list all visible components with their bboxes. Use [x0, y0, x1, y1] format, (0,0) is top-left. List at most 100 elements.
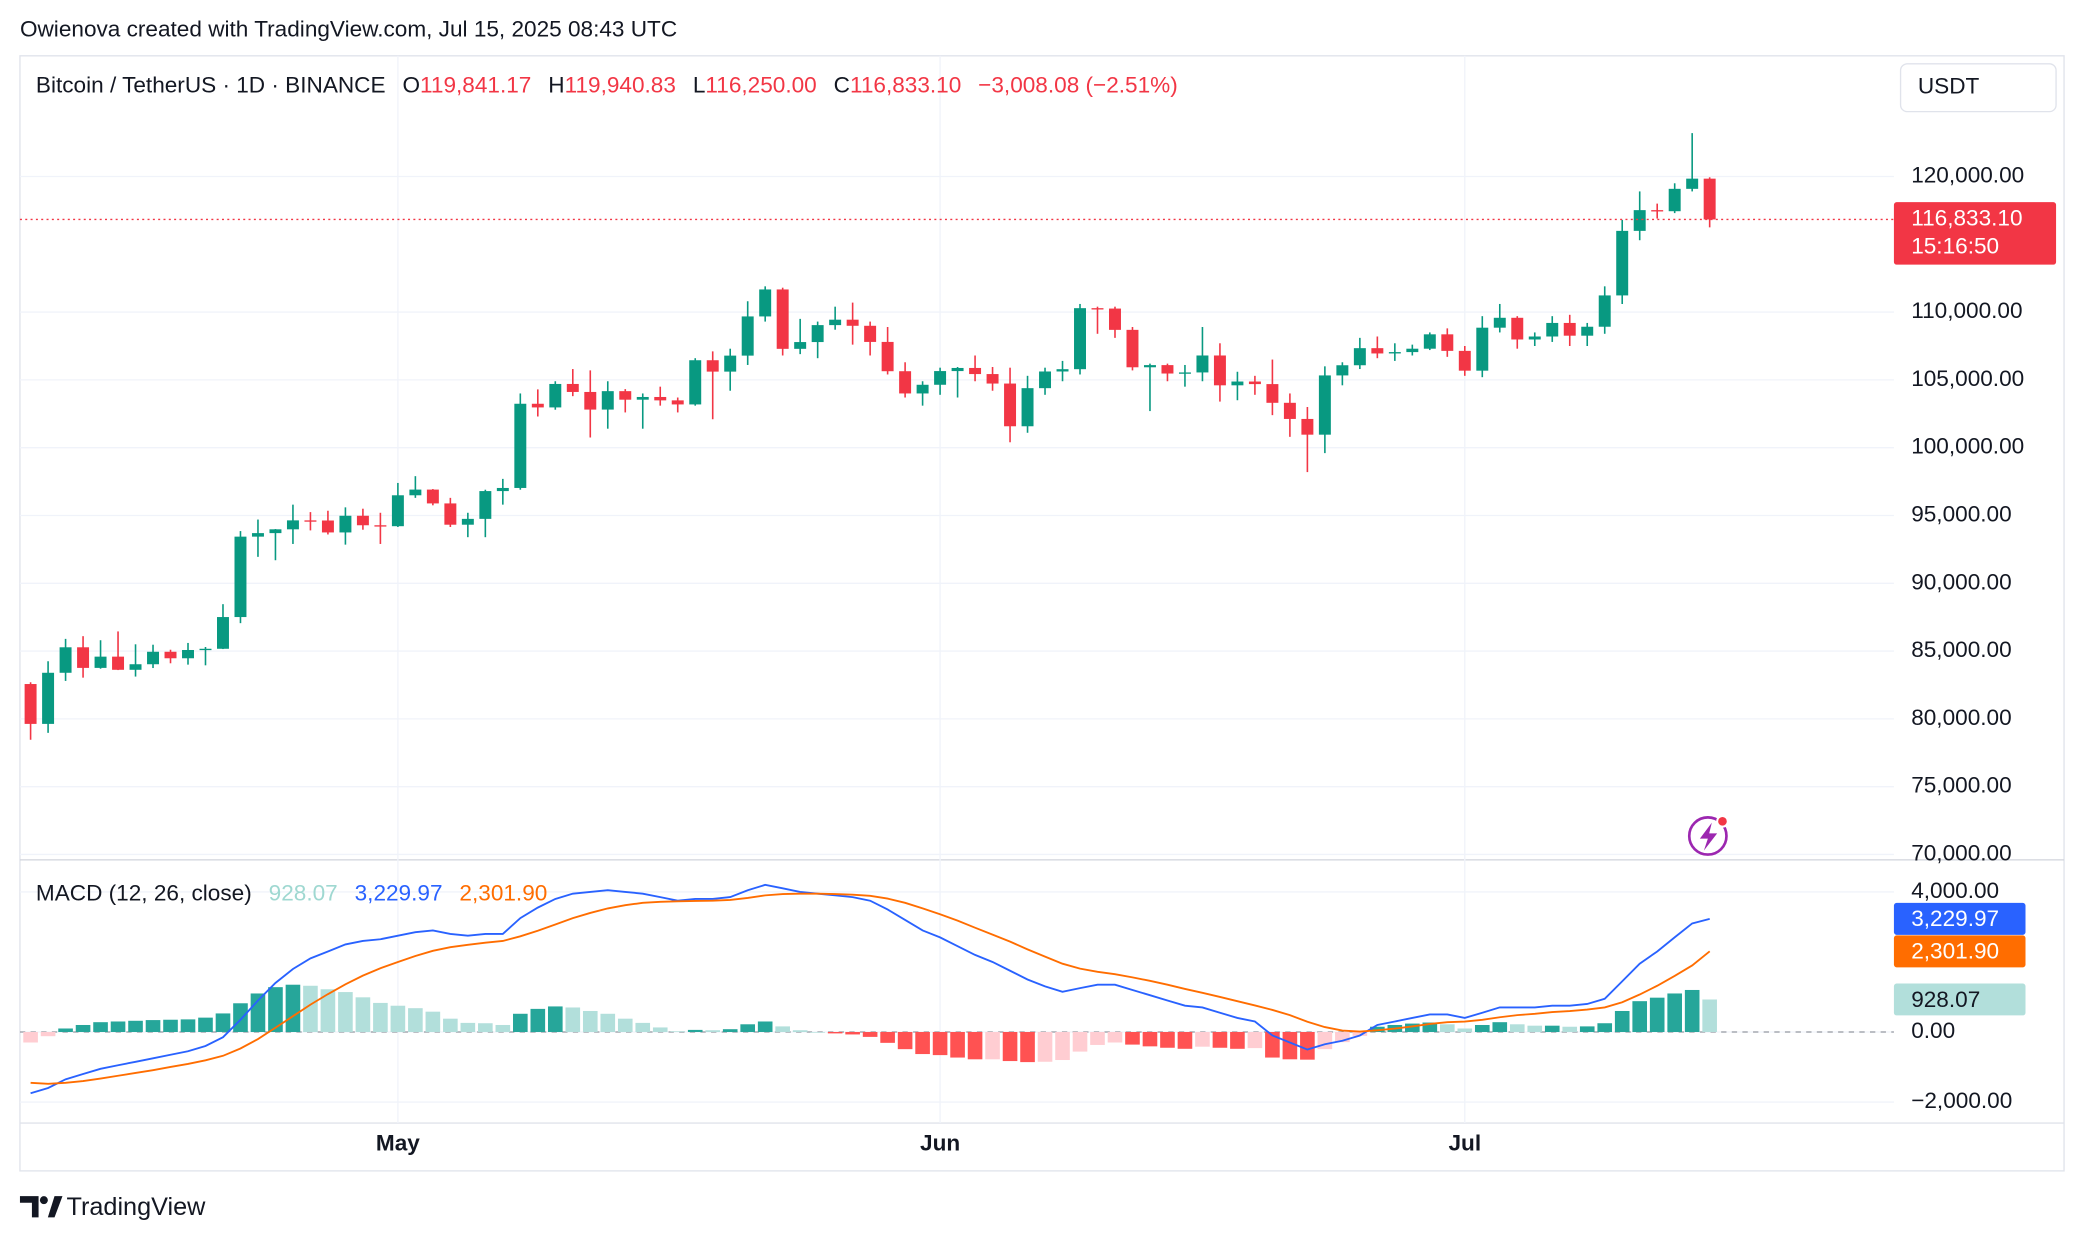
histogram-bar: [915, 1031, 930, 1055]
histogram-bar: [58, 1028, 73, 1032]
histogram-bar: [792, 1030, 808, 1032]
candle-body: [1178, 372, 1191, 374]
brand: TradingView: [66, 1193, 206, 1221]
histogram-bar: [722, 1029, 738, 1032]
histogram-bar: [1597, 1023, 1613, 1032]
brand-logo: [19, 1196, 63, 1218]
candle-body: [496, 487, 509, 492]
histogram-bar: [1702, 999, 1717, 1032]
histogram-bar: [565, 1007, 581, 1032]
histogram-bar: [180, 1019, 196, 1032]
histogram-bar: [75, 1024, 91, 1032]
candle-body: [1406, 348, 1419, 353]
candle-body: [1161, 365, 1174, 374]
candle-body: [724, 355, 737, 372]
y-tick-label: 4,000.00: [1911, 878, 1999, 903]
chart-header: Bitcoin / TetherUS · 1D · BINANCE O119,8…: [36, 72, 1178, 97]
x-tick-label: May: [376, 1130, 420, 1155]
histogram-bar: [880, 1031, 895, 1043]
candle-body: [916, 384, 929, 394]
candle-body: [794, 342, 807, 349]
candle-body: [951, 367, 964, 372]
candle-body: [217, 617, 229, 649]
histogram-bar: [128, 1020, 143, 1032]
candle-body: [1039, 371, 1052, 389]
currency-label[interactable]: USDT: [1918, 74, 1980, 99]
histogram-bar: [1614, 1010, 1630, 1032]
histogram-bar: [320, 989, 336, 1032]
value-label: 3,229.97: [1911, 906, 1999, 931]
histogram-bar: [1177, 1031, 1193, 1049]
candle-body: [1091, 308, 1104, 310]
histogram-bar: [862, 1031, 878, 1037]
histogram-bar: [495, 1024, 511, 1032]
histogram-bar: [268, 987, 283, 1032]
candle-body: [164, 651, 177, 659]
candle-body: [321, 520, 334, 533]
candle-body: [969, 367, 982, 375]
candle-body: [706, 360, 719, 372]
candle-body: [339, 515, 352, 533]
candle-body: [776, 289, 789, 349]
histogram-bar: [1649, 997, 1665, 1032]
histogram-bar: [1160, 1031, 1175, 1048]
alert-bolt[interactable]: [1699, 822, 1718, 851]
histogram-bar: [985, 1031, 1000, 1060]
candle-body: [1371, 348, 1384, 354]
macd-legend: MACD (12, 26, close) 928.07 3,229.97 2,3…: [36, 880, 547, 905]
histogram-bar: [810, 1031, 825, 1033]
candle-body: [182, 649, 194, 659]
histogram-bar: [775, 1026, 790, 1032]
candle-body: [566, 383, 579, 392]
alert-icon[interactable]: [1687, 815, 1729, 856]
candle-body: [199, 648, 212, 651]
candle-body: [426, 489, 439, 504]
histogram-bar: [582, 1010, 598, 1032]
signal-value: 2,301.90: [459, 880, 547, 905]
logo-shape: [39, 1196, 48, 1205]
histogram-bar: [250, 993, 266, 1032]
histogram-bar: [215, 1013, 231, 1032]
value-label: 928.07: [1911, 987, 1980, 1012]
candle-body: [1336, 365, 1349, 376]
alert-ring[interactable]: [1687, 816, 1728, 856]
candle-body: [1581, 326, 1594, 336]
marks: [19, 133, 1894, 1095]
histogram-bar: [530, 1008, 546, 1032]
ohlc-value: 119,841.17: [420, 72, 531, 97]
histogram-bar: [1492, 1022, 1508, 1032]
candle-body: [741, 316, 754, 356]
histogram-bar: [757, 1021, 773, 1032]
candle-body: [689, 360, 702, 405]
candle-body: [94, 656, 107, 668]
candle-body: [234, 536, 247, 618]
candle-body: [549, 383, 562, 408]
ohlc-key: O: [402, 72, 420, 97]
candle-body: [444, 503, 457, 525]
histogram-bar: [845, 1031, 860, 1035]
candle-body: [1248, 381, 1261, 385]
candle-body: [461, 518, 474, 525]
candle-body: [1004, 383, 1017, 427]
histogram-bar: [1107, 1031, 1123, 1043]
histogram-bar: [163, 1019, 178, 1032]
histogram-bar: [1055, 1031, 1070, 1061]
currency-button[interactable]: [1899, 63, 2057, 113]
candle-body: [1388, 352, 1401, 354]
candle-body: [1318, 375, 1331, 435]
histogram-bar: [1457, 1028, 1473, 1032]
candle-body: [1126, 329, 1139, 368]
attribution: Owienova created with TradingView.com, J…: [20, 17, 677, 42]
candle-body: [1476, 327, 1489, 371]
alert-dot[interactable]: [1716, 815, 1729, 828]
chart-frame: [19, 55, 2065, 1172]
y-tick-label: −2,000.00: [1911, 1088, 2012, 1113]
candle-body: [1283, 402, 1296, 419]
ohlc-value: 116,833.10: [850, 72, 961, 97]
y-tick-label: 95,000.00: [1911, 501, 2011, 526]
macd-title: MACD (12, 26, close): [36, 880, 252, 905]
histogram-bar: [1352, 1031, 1368, 1036]
histogram-bar: [513, 1013, 528, 1032]
candle-body: [1703, 178, 1716, 220]
histogram-bar: [1020, 1031, 1035, 1063]
